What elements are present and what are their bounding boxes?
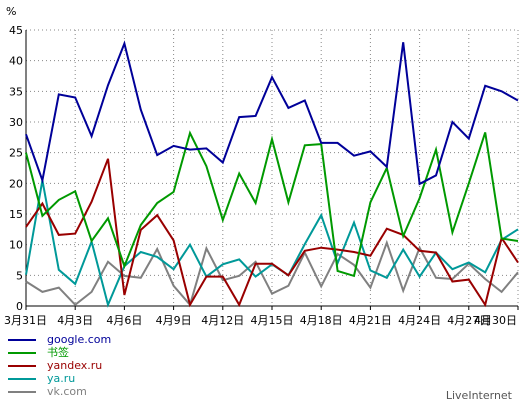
y-tick-label: 20 bbox=[9, 177, 23, 190]
legend-swatch bbox=[8, 390, 36, 393]
x-tick-label: 4月27日 bbox=[447, 314, 490, 327]
series-lines bbox=[25, 40, 519, 308]
liveinternet-brand: LiveInternet bbox=[445, 389, 512, 402]
y-tick-label: 15 bbox=[9, 208, 23, 221]
y-axis-label: % bbox=[6, 5, 16, 18]
legend-label: ya.ru bbox=[47, 372, 76, 385]
legend-item: 书签 bbox=[8, 346, 111, 359]
x-tick-label: 4月3日 bbox=[57, 314, 93, 327]
y-tick-labels: 0 5 10 15 20 25 30 35 40 45 bbox=[9, 24, 23, 313]
legend: google.com 书签 yandex.ru ya.ru vk.com bbox=[8, 333, 111, 398]
series-line-yandex-ru bbox=[25, 158, 519, 308]
y-tick-label: 35 bbox=[9, 85, 23, 98]
x-tick-label: 4月30日 bbox=[474, 314, 517, 327]
legend-item: vk.com bbox=[8, 385, 111, 398]
legend-swatch bbox=[8, 338, 36, 341]
x-tick-label: 4月18日 bbox=[300, 314, 343, 327]
legend-item: google.com bbox=[8, 333, 111, 346]
series-line-google-com bbox=[25, 40, 519, 186]
x-tick-label: 4月21日 bbox=[349, 314, 392, 327]
legend-item: ya.ru bbox=[8, 372, 111, 385]
y-tick-label: 0 bbox=[16, 300, 23, 313]
y-tick-label: 30 bbox=[9, 116, 23, 129]
y-tick-label: 40 bbox=[9, 55, 23, 68]
legend-swatch bbox=[8, 351, 36, 354]
legend-swatch bbox=[8, 377, 36, 380]
x-tick-labels: 3月31日 4月3日 4月6日 4月9日 4月12日 4月15日 4月18日 4月21日 4月2… bbox=[4, 314, 517, 327]
legend-label: google.com bbox=[47, 333, 112, 346]
line-chart: % 0 5 10 15 20 25 30 35 40 45 3月31日 4月3日 4月6日 4月9日 4月… bbox=[4, 5, 519, 327]
x-tick-label: 3月31日 bbox=[4, 314, 47, 327]
y-tick-label: 25 bbox=[9, 147, 23, 160]
series-line-vk-com bbox=[25, 239, 519, 307]
y-tick-label: 10 bbox=[9, 239, 23, 252]
legend-swatch bbox=[8, 364, 36, 367]
x-tick-label: 4月24日 bbox=[398, 314, 441, 327]
x-tick-label: 4月15日 bbox=[251, 314, 294, 327]
x-tick-label: 4月12日 bbox=[201, 314, 244, 327]
legend-label: yandex.ru bbox=[47, 359, 103, 372]
y-tick-label: 5 bbox=[16, 269, 23, 282]
legend-label: 书签 bbox=[47, 346, 69, 359]
x-tick-label: 4月6日 bbox=[106, 314, 142, 327]
legend-label: vk.com bbox=[47, 385, 87, 398]
series-line-bookmarks bbox=[25, 130, 519, 278]
legend-item: yandex.ru bbox=[8, 359, 111, 372]
x-tick-label: 4月9日 bbox=[156, 314, 192, 327]
y-tick-label: 45 bbox=[9, 24, 23, 37]
